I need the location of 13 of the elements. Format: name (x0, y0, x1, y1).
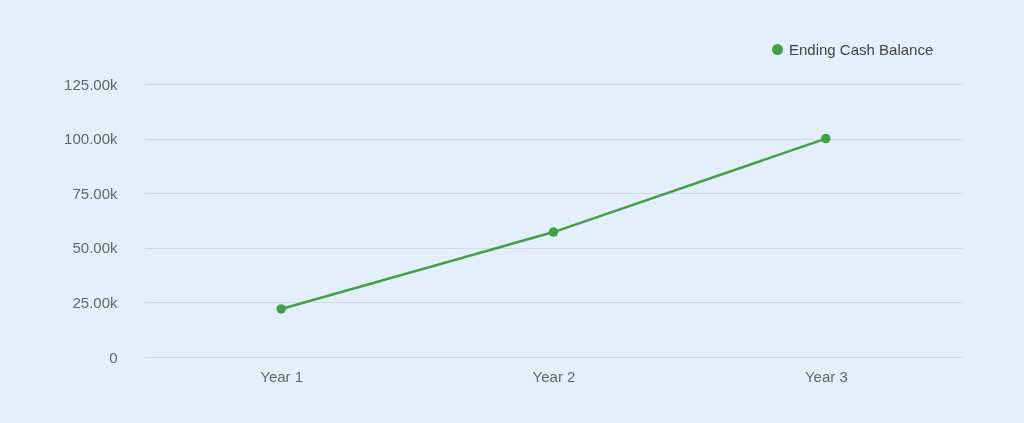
x-tick-label: Year 1 (260, 367, 304, 385)
y-tick-label: 125.00k (64, 75, 118, 93)
point (821, 133, 831, 144)
point (548, 227, 559, 237)
y-tick-label: 50.00k (72, 239, 118, 257)
y-tick-label: 0 (109, 348, 118, 366)
point (276, 304, 286, 314)
legend-label: Ending Cash Balance (789, 40, 934, 58)
y-tick-label: 100.00k (64, 130, 118, 148)
y-tick-label: 25.00k (72, 293, 118, 311)
x-tick-label: Year 2 (532, 367, 576, 385)
y-tick-label: 75.00k (72, 184, 118, 202)
x-tick-label: Year 3 (804, 367, 848, 385)
